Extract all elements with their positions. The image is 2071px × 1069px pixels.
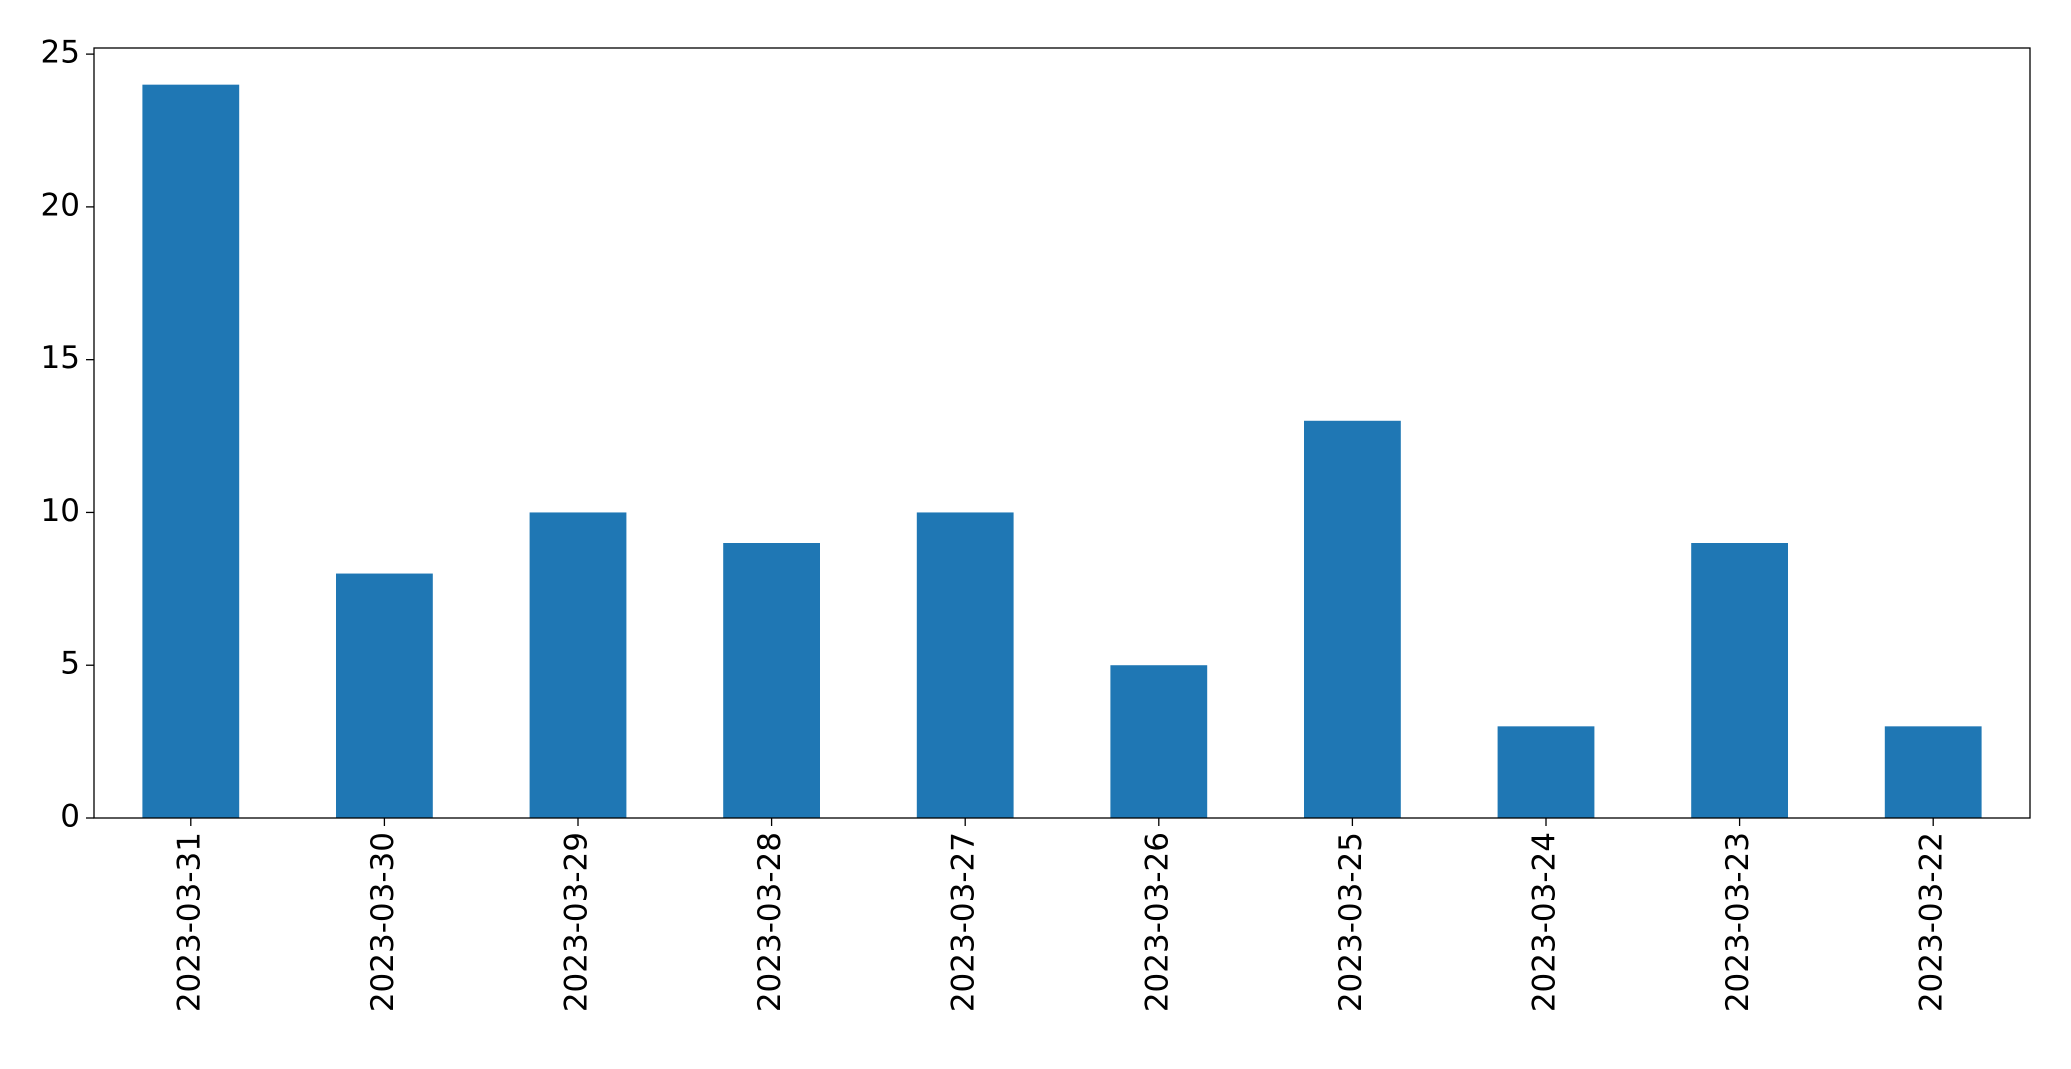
y-tick-label: 15 [41,340,80,376]
plot-frame [93,47,2031,819]
x-tick-label: 2023-03-22 [1914,832,1950,1012]
bar [1691,543,1788,818]
x-tick-label: 2023-03-23 [1720,832,1756,1012]
x-tick-label: 2023-03-30 [365,832,401,1012]
bar [1110,665,1208,818]
bar [336,573,433,818]
x-tick-label: 2023-03-29 [559,832,595,1012]
bar [142,84,240,818]
x-tick-label: 2023-03-24 [1527,832,1563,1012]
y-tick-label: 0 [60,799,80,835]
bar [723,543,820,818]
x-tick-label: 2023-03-28 [752,832,788,1012]
bar [1304,420,1401,818]
x-tick-label: 2023-03-27 [946,832,982,1012]
bar [916,512,1014,818]
y-tick-label: 5 [60,646,80,682]
x-tick-label: 2023-03-26 [1139,832,1175,1012]
bar [529,512,627,818]
bar [1884,726,1982,818]
y-tick-label: 20 [41,187,80,223]
x-tick-label: 2023-03-31 [171,832,207,1012]
y-tick-label: 10 [41,493,80,529]
bar [1497,726,1595,818]
y-tick-label: 25 [41,35,80,71]
x-tick-label: 2023-03-25 [1333,832,1369,1012]
